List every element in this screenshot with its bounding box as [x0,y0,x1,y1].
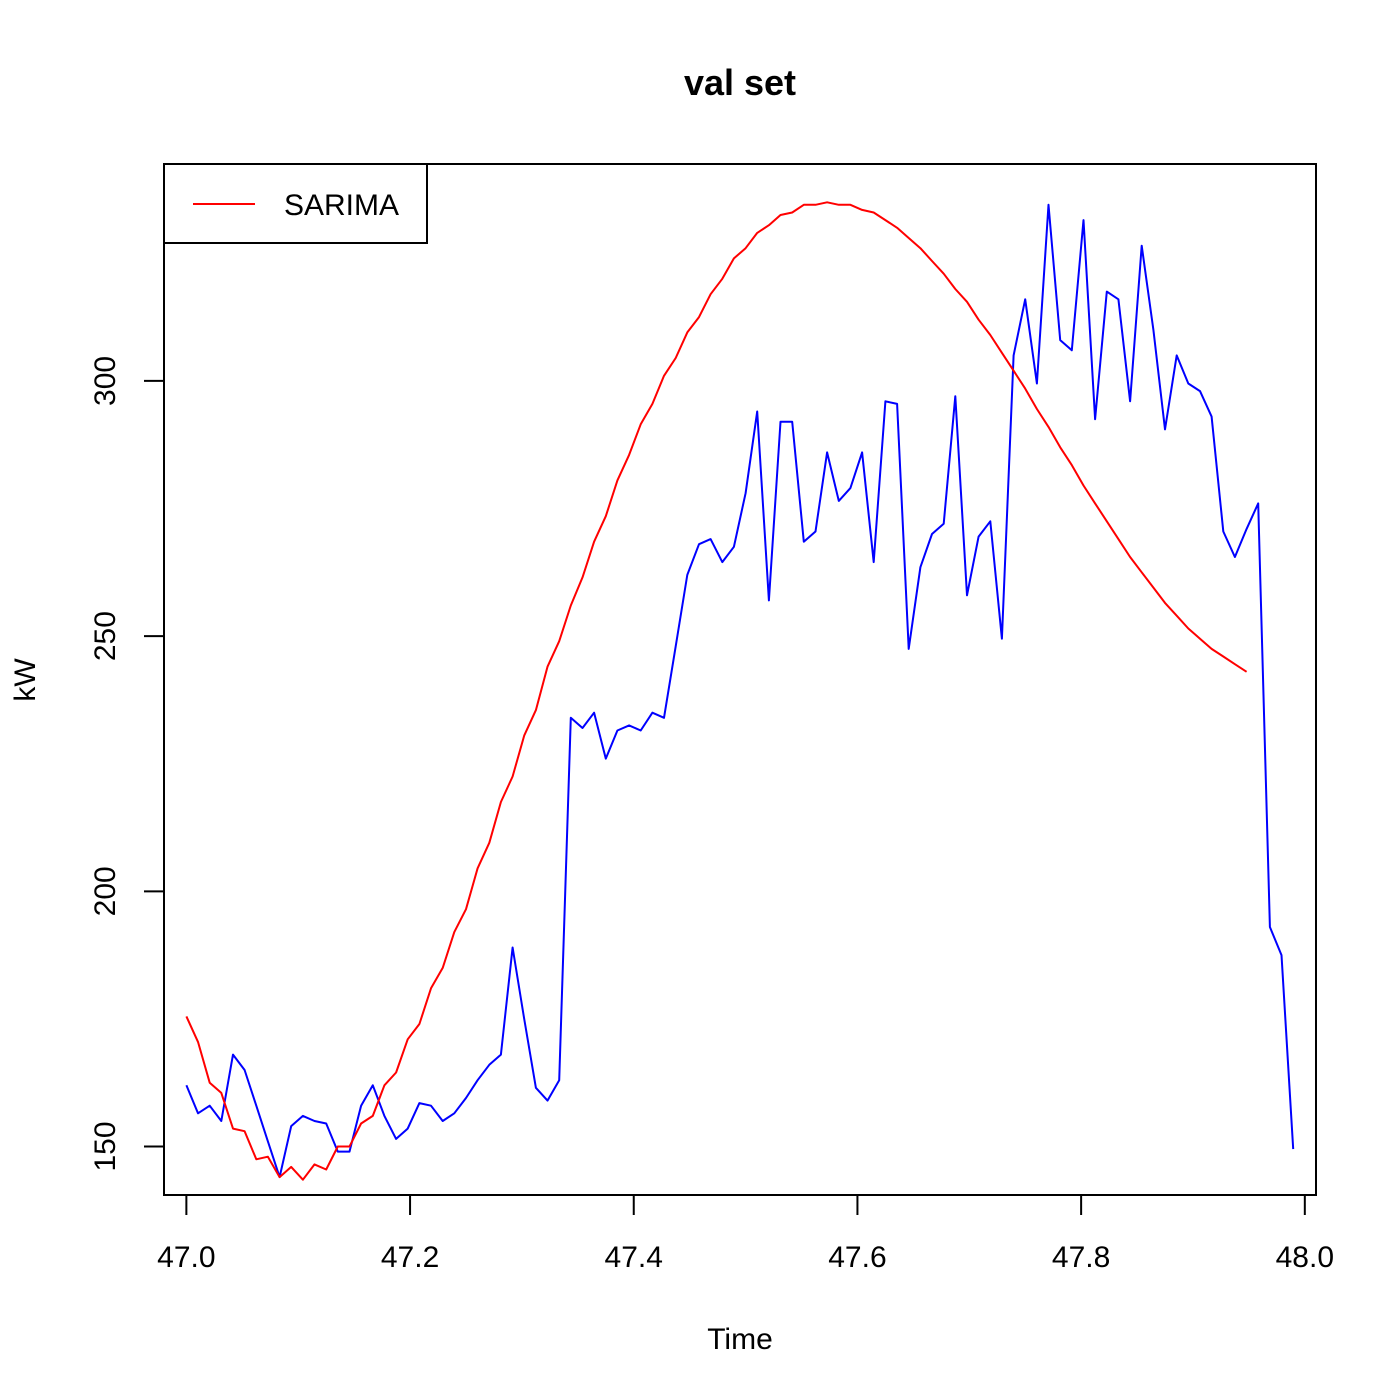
legend-label-sarima: SARIMA [284,189,399,222]
series-line-sarima [185,201,1248,1181]
y-tick-label: 300 [89,356,122,406]
chart-title: val set [684,62,796,103]
x-tick-label: 48.0 [1276,1241,1334,1274]
x-tick-label: 47.4 [605,1241,663,1274]
x-axis-title: Time [707,1323,773,1356]
y-axis-title: kW [9,658,42,702]
y-tick-label: 200 [89,866,122,916]
y-tick-label: 150 [89,1121,122,1171]
plot-frame [163,163,1317,1196]
x-tick-label: 47.6 [828,1241,886,1274]
x-tick-label: 47.2 [381,1241,439,1274]
x-axis: 47.0 47.2 47.4 47.6 47.8 48.0 [157,1194,1334,1274]
y-tick-label: 250 [89,611,122,661]
x-tick-label: 47.8 [1052,1241,1110,1274]
x-tick-label: 47.0 [157,1241,215,1274]
y-axis: 150 200 250 300 [89,356,165,1172]
series-layer [185,201,1295,1181]
series-line-observed [185,203,1295,1179]
legend: SARIMA [163,163,428,244]
